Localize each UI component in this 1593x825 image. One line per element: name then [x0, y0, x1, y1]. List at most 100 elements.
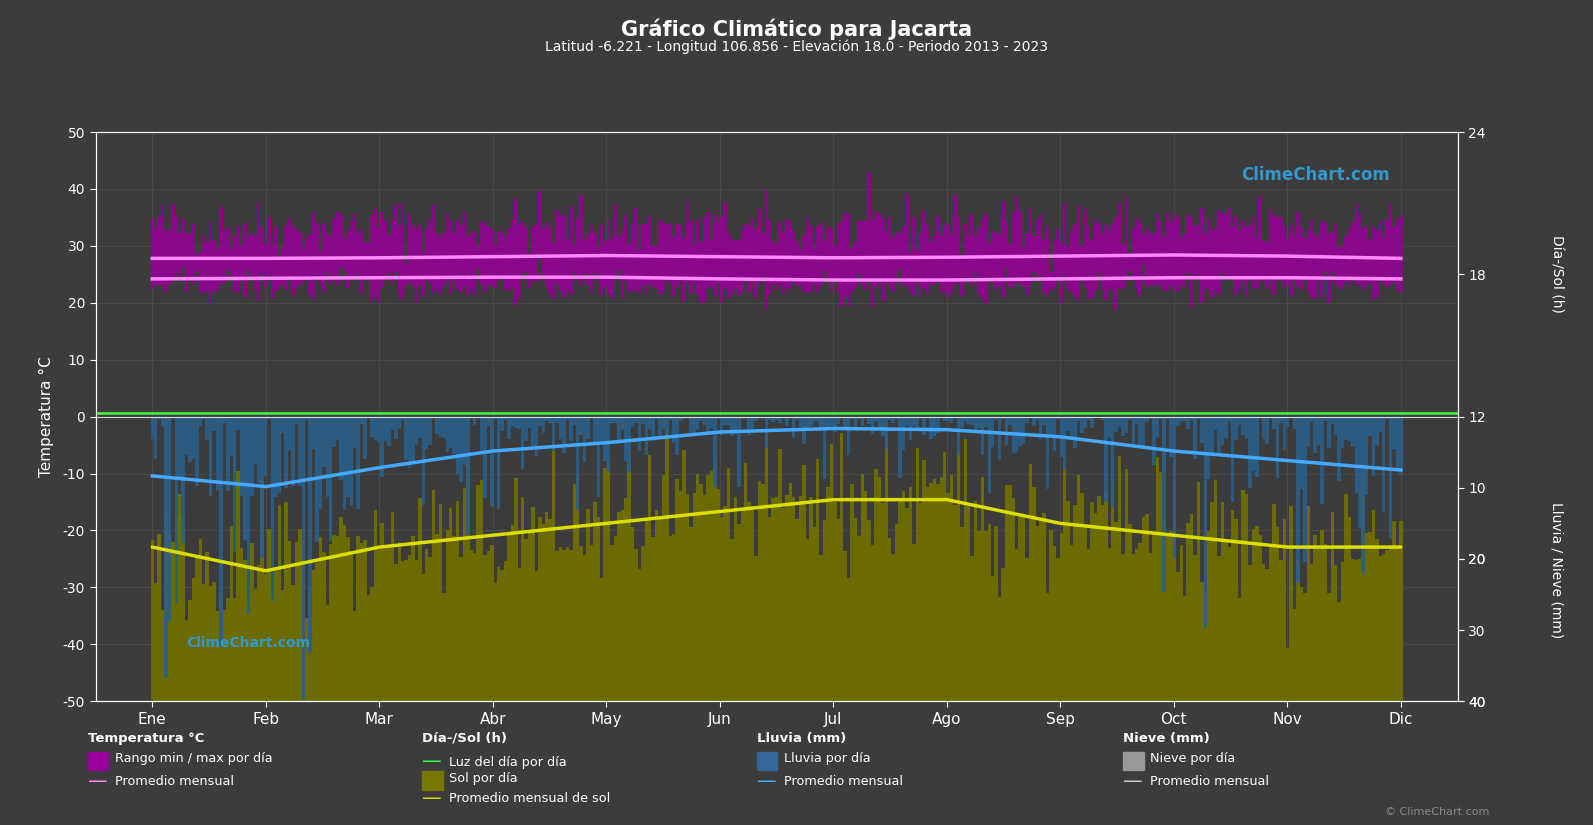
- Bar: [640, 224, 645, 286]
- Bar: [422, 254, 425, 297]
- Bar: [1066, 417, 1070, 431]
- Bar: [205, 417, 209, 441]
- Bar: [1276, 526, 1279, 701]
- Text: Día-/Sol (h): Día-/Sol (h): [422, 732, 507, 745]
- Bar: [1200, 417, 1204, 443]
- Bar: [1265, 417, 1268, 445]
- Bar: [1163, 519, 1166, 701]
- Text: © ClimeChart.com: © ClimeChart.com: [1384, 807, 1489, 817]
- Bar: [1354, 559, 1357, 701]
- Bar: [182, 517, 185, 701]
- Bar: [1313, 417, 1317, 453]
- Bar: [577, 218, 580, 278]
- Bar: [381, 212, 384, 288]
- Bar: [1190, 514, 1193, 701]
- Bar: [370, 417, 374, 437]
- Bar: [178, 417, 182, 479]
- Bar: [758, 481, 761, 701]
- Bar: [1306, 506, 1309, 701]
- Bar: [1362, 229, 1365, 289]
- Bar: [774, 497, 779, 701]
- Bar: [1252, 218, 1255, 288]
- Bar: [298, 417, 301, 486]
- Bar: [236, 417, 241, 430]
- Bar: [1008, 485, 1012, 701]
- Bar: [1091, 240, 1094, 299]
- Bar: [1294, 609, 1297, 701]
- Bar: [191, 224, 196, 284]
- Bar: [333, 219, 336, 276]
- Bar: [398, 541, 401, 701]
- Bar: [1383, 554, 1386, 701]
- Bar: [1357, 559, 1362, 701]
- Bar: [1351, 417, 1354, 447]
- Bar: [908, 253, 913, 293]
- Bar: [158, 417, 161, 419]
- Bar: [881, 417, 884, 436]
- Bar: [916, 417, 919, 429]
- Bar: [268, 530, 271, 701]
- Bar: [229, 417, 233, 455]
- Bar: [747, 417, 750, 436]
- Bar: [1015, 417, 1018, 452]
- Bar: [577, 417, 580, 510]
- Bar: [860, 474, 863, 701]
- Bar: [750, 417, 755, 429]
- Bar: [1115, 522, 1118, 701]
- Bar: [1395, 545, 1399, 701]
- Bar: [1098, 496, 1101, 701]
- Bar: [384, 417, 387, 441]
- Bar: [1344, 493, 1348, 701]
- Bar: [1279, 417, 1282, 423]
- Bar: [405, 559, 408, 701]
- Bar: [953, 417, 957, 418]
- Bar: [507, 535, 511, 701]
- Bar: [438, 238, 443, 295]
- Bar: [182, 219, 185, 267]
- Bar: [887, 538, 892, 701]
- Bar: [723, 202, 726, 289]
- Bar: [679, 492, 682, 701]
- Bar: [875, 469, 878, 701]
- Bar: [710, 417, 714, 427]
- Bar: [809, 417, 812, 427]
- Bar: [387, 417, 390, 446]
- Bar: [761, 417, 765, 418]
- Bar: [991, 577, 994, 701]
- Bar: [1378, 556, 1383, 701]
- Text: ClimeChart.com: ClimeChart.com: [186, 636, 311, 650]
- Bar: [703, 217, 706, 302]
- Bar: [1059, 417, 1063, 457]
- Bar: [1035, 219, 1039, 277]
- Bar: [360, 544, 363, 701]
- Bar: [765, 190, 768, 309]
- Bar: [738, 524, 741, 701]
- Bar: [973, 501, 977, 701]
- Bar: [500, 231, 503, 279]
- Bar: [1395, 417, 1399, 470]
- Bar: [1333, 564, 1338, 701]
- Bar: [1101, 505, 1104, 701]
- Bar: [690, 417, 693, 436]
- Bar: [212, 582, 215, 701]
- Bar: [771, 241, 774, 284]
- Bar: [467, 456, 470, 701]
- Bar: [833, 417, 836, 432]
- Bar: [161, 417, 164, 427]
- Bar: [515, 199, 518, 305]
- Text: —: —: [422, 789, 441, 808]
- Bar: [236, 471, 241, 701]
- Bar: [1276, 217, 1279, 281]
- Bar: [467, 417, 470, 535]
- Bar: [706, 212, 710, 288]
- Bar: [1184, 234, 1187, 288]
- Bar: [527, 417, 532, 428]
- Bar: [774, 417, 779, 420]
- Bar: [256, 202, 260, 300]
- Bar: [922, 417, 926, 435]
- Bar: [795, 519, 798, 701]
- Bar: [988, 525, 991, 701]
- Bar: [167, 534, 170, 701]
- Bar: [1268, 546, 1273, 701]
- Bar: [988, 417, 991, 493]
